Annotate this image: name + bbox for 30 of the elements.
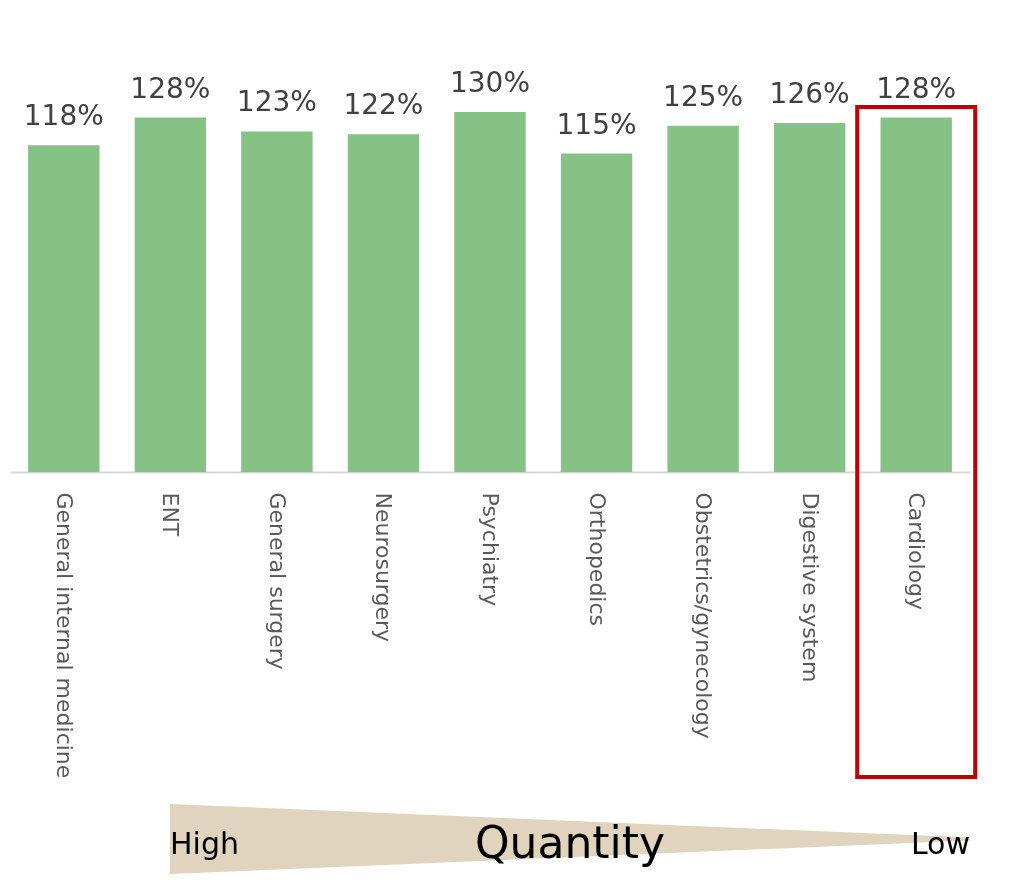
data-label: 123% — [236, 85, 317, 119]
text: High — [170, 825, 239, 861]
bar — [241, 131, 313, 472]
data-label: 115% — [556, 107, 637, 141]
data-label: 126% — [769, 77, 850, 111]
bar — [28, 145, 100, 472]
data-label: 125% — [663, 79, 744, 113]
data-label: 118% — [23, 99, 104, 133]
bar — [560, 153, 633, 472]
data-label: 122% — [343, 88, 424, 122]
bar — [347, 134, 420, 472]
bar — [134, 117, 207, 472]
bar — [773, 123, 846, 472]
data-label: 128% — [130, 71, 211, 105]
data-label: 128% — [876, 71, 957, 105]
x-tick-label: Neurosurgery — [371, 492, 397, 643]
x-tick-label: ENT — [158, 492, 184, 537]
text: Low — [910, 825, 970, 861]
x-tick-label: Obstetrics/gynecology — [691, 492, 717, 739]
x-tick-label: General surgery — [264, 492, 290, 670]
x-tick-label: Psychiatry — [478, 492, 503, 607]
x-tick-label: Digestive system — [797, 492, 823, 683]
bar — [454, 112, 526, 472]
x-tick-label: Orthopedics — [584, 492, 610, 627]
x-tick-label: General internal medicine — [51, 492, 77, 779]
text: Quantity — [474, 816, 666, 868]
bar — [880, 117, 952, 472]
data-label: 130% — [449, 66, 531, 99]
x-tick-label: Cardiology — [904, 492, 930, 611]
bar — [667, 125, 739, 472]
